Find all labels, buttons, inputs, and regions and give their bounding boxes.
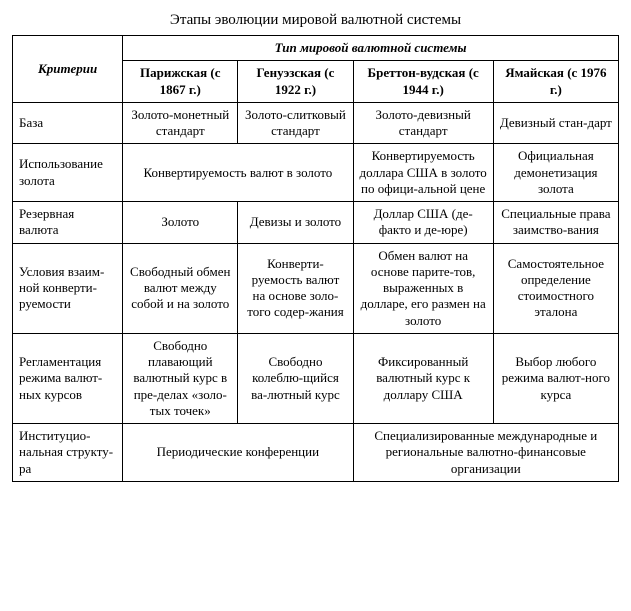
row-label-gold-use: Использование золота — [13, 144, 123, 202]
row-label-base: База — [13, 102, 123, 144]
row-label-regime: Регламентация режима валют-ных курсов — [13, 333, 123, 423]
col-system-type: Тип мировой валютной системы — [123, 36, 619, 61]
cell: Свободно колеблю-щийся ва-лютный курс — [238, 333, 353, 423]
table-row: Регламентация режима валют-ных курсов Св… — [13, 333, 619, 423]
cell: Конвертируемость доллара США в золото по… — [353, 144, 493, 202]
table-row: Использование золота Конвертируемость ва… — [13, 144, 619, 202]
cell-merged: Периодические конференции — [123, 424, 353, 482]
header-row-1: Критерии Тип мировой валютной системы — [13, 36, 619, 61]
table-row: Институцио-нальная структу-ра Периодичес… — [13, 424, 619, 482]
cell: Официальная демонетизация золота — [493, 144, 618, 202]
table-row: Резервная валюта Золото Девизы и золото … — [13, 202, 619, 244]
cell: Девизы и золото — [238, 202, 353, 244]
col-jamaica: Ямайская (с 1976 г.) — [493, 61, 618, 103]
table-row: Условия взаим-ной конверти-руемости Своб… — [13, 243, 619, 333]
cell: Специальные права заимство-вания — [493, 202, 618, 244]
cell: Золото-девизный стандарт — [353, 102, 493, 144]
cell: Свободно плавающий валютный курс в пре-д… — [123, 333, 238, 423]
cell: Конверти-руемость валют на основе золо-т… — [238, 243, 353, 333]
cell: Золото-слитковый стандарт — [238, 102, 353, 144]
row-label-reserve: Резервная валюта — [13, 202, 123, 244]
row-label-institution: Институцио-нальная структу-ра — [13, 424, 123, 482]
col-genoa: Генуэзская (с 1922 г.) — [238, 61, 353, 103]
evolution-table: Критерии Тип мировой валютной системы Па… — [12, 35, 619, 482]
cell-merged: Специализированные международные и регио… — [353, 424, 618, 482]
cell: Обмен валют на основе парите-тов, выраже… — [353, 243, 493, 333]
cell: Золото-монетный стандарт — [123, 102, 238, 144]
cell: Золото — [123, 202, 238, 244]
cell: Самостоятельное определение стоимостного… — [493, 243, 618, 333]
cell: Свободный обмен валют между собой и на з… — [123, 243, 238, 333]
col-bretton: Бреттон-вудская (с 1944 г.) — [353, 61, 493, 103]
cell-merged: Конвертируемость валют в золото — [123, 144, 353, 202]
table-row: База Золото-монетный стандарт Золото-сли… — [13, 102, 619, 144]
cell: Доллар США (де-факто и де-юре) — [353, 202, 493, 244]
row-label-convert: Условия взаим-ной конверти-руемости — [13, 243, 123, 333]
cell: Девизный стан-дарт — [493, 102, 618, 144]
col-criteria: Критерии — [13, 36, 123, 103]
page-title: Этапы эволюции мировой валютной системы — [12, 12, 619, 29]
cell: Выбор любого режима валют-ного курса — [493, 333, 618, 423]
col-paris: Парижская (с 1867 г.) — [123, 61, 238, 103]
cell: Фиксированный валютный курс к доллару СШ… — [353, 333, 493, 423]
